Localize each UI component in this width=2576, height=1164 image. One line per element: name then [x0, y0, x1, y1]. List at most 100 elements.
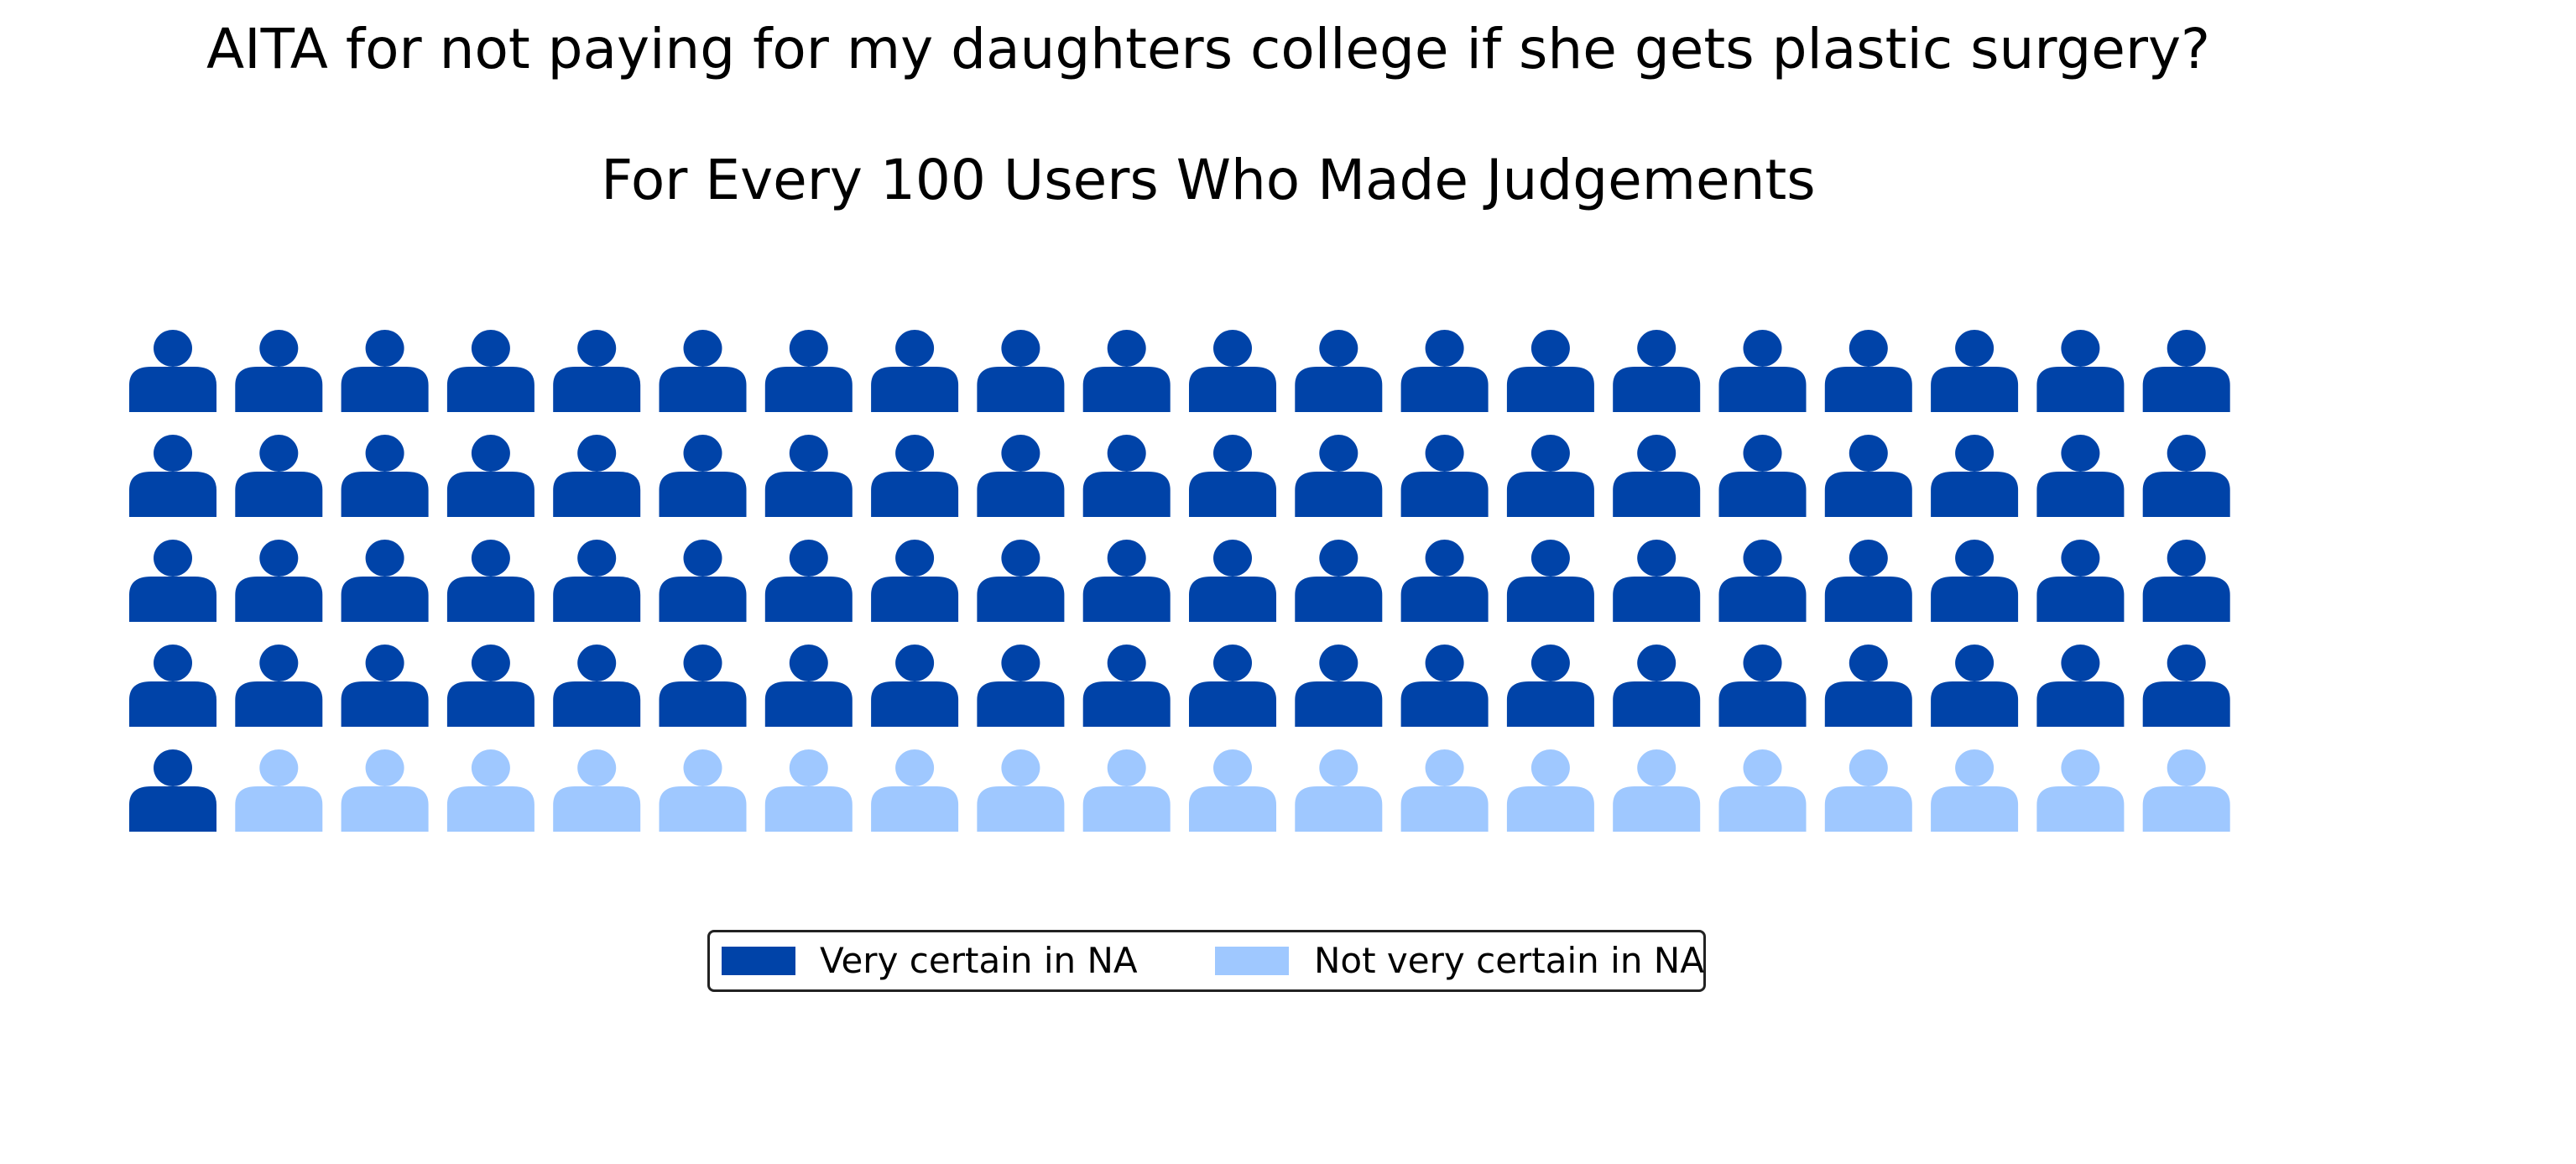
person-icon: [235, 749, 323, 832]
person-icon-body: [129, 681, 216, 727]
person-icon-head: [1425, 540, 1464, 577]
person-icon: [1082, 435, 1171, 517]
person-icon: [341, 540, 429, 622]
person-icon-body: [235, 577, 323, 622]
person-icon-body: [1506, 367, 1594, 412]
person-icon-head: [1743, 330, 1782, 367]
person-icon-head: [1849, 330, 1888, 367]
person-icon-head: [1743, 645, 1782, 681]
person-icon-body: [977, 786, 1065, 832]
person-icon: [1295, 540, 1383, 622]
person-icon-body: [1613, 786, 1701, 832]
person-icon-body: [764, 786, 853, 832]
chart-subtitle: For Every 100 Users Who Made Judgements: [601, 148, 1816, 212]
person-icon-head: [259, 330, 299, 367]
person-icon-head: [1637, 435, 1676, 472]
person-icon-body: [1400, 786, 1489, 832]
person-icon: [1824, 330, 1912, 412]
person-icon: [2142, 749, 2230, 832]
person-icon: [1189, 330, 1276, 412]
person-icon-body: [2142, 681, 2230, 727]
person-icon-body: [1824, 681, 1912, 727]
person-icon: [235, 645, 323, 727]
person-icon-body: [764, 577, 853, 622]
person-icon: [2142, 435, 2230, 517]
person-icon-body: [1506, 472, 1594, 517]
person-icon: [129, 330, 216, 412]
person-icon: [1506, 749, 1594, 832]
person-icon: [341, 749, 429, 832]
person-icon: [977, 645, 1065, 727]
person-icon-head: [577, 330, 617, 367]
person-icon: [553, 749, 641, 832]
person-icon-head: [895, 749, 935, 786]
person-icon-body: [659, 367, 747, 412]
person-icon-body: [2036, 577, 2125, 622]
person-icon: [2036, 435, 2125, 517]
person-icon: [764, 330, 853, 412]
person-icon-head: [1955, 435, 1995, 472]
legend-swatch-not-very-certain: [1215, 947, 1289, 975]
person-icon: [1400, 540, 1489, 622]
person-icon: [977, 540, 1065, 622]
person-icon-head: [259, 540, 299, 577]
chart-title: AITA for not paying for my daughters col…: [206, 17, 2211, 81]
person-icon-head: [154, 435, 192, 472]
person-icon-head: [471, 435, 510, 472]
person-icon-body: [659, 577, 747, 622]
person-icon-body: [1295, 786, 1383, 832]
person-icon: [2036, 540, 2125, 622]
person-icon: [1400, 749, 1489, 832]
person-icon-body: [1931, 577, 2019, 622]
person-icon: [129, 435, 216, 517]
person-icon-body: [1295, 367, 1383, 412]
person-icon-body: [977, 577, 1065, 622]
person-icon-body: [1295, 577, 1383, 622]
person-icon-head: [259, 749, 299, 786]
person-icon-body: [1189, 472, 1276, 517]
person-icon-head: [365, 540, 404, 577]
person-icon: [1189, 435, 1276, 517]
person-icon-head: [1955, 749, 1995, 786]
person-icon: [129, 749, 216, 832]
person-icon-head: [1001, 645, 1040, 681]
person-icon-body: [1295, 472, 1383, 517]
person-icon-head: [154, 540, 192, 577]
person-icon-head: [154, 330, 192, 367]
person-icon-head: [683, 540, 722, 577]
person-icon-body: [764, 472, 853, 517]
person-icon-body: [1506, 786, 1594, 832]
person-icon-body: [659, 786, 747, 832]
person-icon-body: [659, 681, 747, 727]
person-icon-head: [1530, 749, 1570, 786]
person-icon: [2036, 645, 2125, 727]
person-icon-head: [1425, 749, 1464, 786]
person-icon-body: [235, 472, 323, 517]
person-icon-body: [1613, 367, 1701, 412]
legend: Very certain in NA Not very certain in N…: [707, 930, 1706, 992]
person-icon-body: [1189, 786, 1276, 832]
person-icon: [129, 645, 216, 727]
person-icon: [2142, 645, 2230, 727]
person-icon-body: [659, 472, 747, 517]
person-icon-body: [2142, 367, 2230, 412]
person-icon: [1082, 330, 1171, 412]
person-icon-body: [764, 367, 853, 412]
person-icon-head: [789, 435, 828, 472]
person-icon-head: [683, 749, 722, 786]
person-icon-head: [1743, 435, 1782, 472]
person-icon-body: [341, 681, 429, 727]
person-icon-body: [871, 472, 959, 517]
person-icon-head: [1213, 645, 1252, 681]
person-icon-head: [1530, 540, 1570, 577]
person-icon-body: [1824, 577, 1912, 622]
person-icon: [764, 540, 853, 622]
person-icon: [1718, 330, 1807, 412]
person-icon-head: [2061, 540, 2100, 577]
person-icon: [1824, 540, 1912, 622]
person-icon-head: [1637, 645, 1676, 681]
person-icon: [659, 435, 747, 517]
person-icon-body: [1613, 681, 1701, 727]
person-icon-head: [1001, 330, 1040, 367]
